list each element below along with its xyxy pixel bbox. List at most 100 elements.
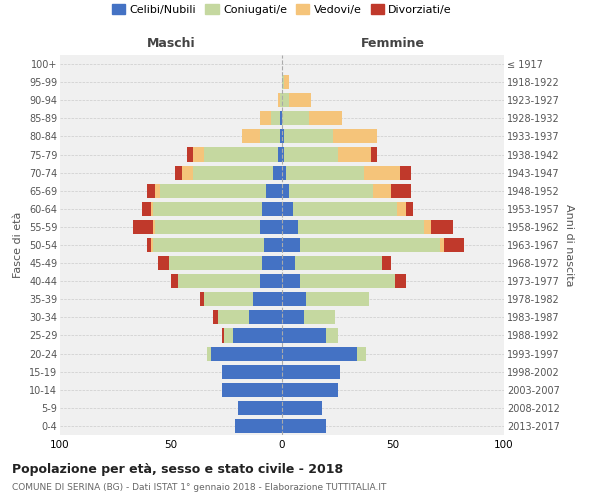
Bar [262, 256, 282, 270]
Bar [282, 364, 340, 378]
Bar [233, 328, 282, 342]
Bar [282, 419, 326, 433]
Bar [280, 93, 282, 108]
Bar [282, 292, 307, 306]
Y-axis label: Anni di nascita: Anni di nascita [563, 204, 574, 286]
Text: COMUNE DI SERINA (BG) - Dati ISTAT 1° gennaio 2018 - Elaborazione TUTTITALIA.IT: COMUNE DI SERINA (BG) - Dati ISTAT 1° ge… [12, 482, 386, 492]
Text: Popolazione per età, sesso e stato civile - 2018: Popolazione per età, sesso e stato civil… [12, 462, 343, 475]
Bar [200, 292, 204, 306]
Bar [204, 292, 253, 306]
Bar [282, 310, 304, 324]
Bar [371, 148, 377, 162]
Bar [278, 93, 280, 108]
Bar [260, 274, 282, 288]
Bar [206, 346, 211, 360]
Bar [151, 238, 153, 252]
Bar [242, 130, 260, 143]
Y-axis label: Fasce di età: Fasce di età [13, 212, 23, 278]
Bar [282, 75, 284, 89]
Bar [222, 364, 282, 378]
Bar [178, 274, 260, 288]
Bar [282, 401, 322, 415]
Bar [146, 238, 151, 252]
Bar [282, 148, 284, 162]
Bar [171, 274, 178, 288]
Bar [289, 93, 311, 108]
Bar [153, 238, 264, 252]
Bar [224, 328, 233, 342]
Bar [280, 130, 282, 143]
Bar [153, 220, 155, 234]
Bar [382, 256, 391, 270]
Bar [282, 184, 289, 198]
Bar [262, 202, 282, 216]
Bar [282, 93, 289, 108]
Bar [142, 202, 151, 216]
Bar [282, 130, 284, 143]
Bar [395, 274, 406, 288]
Bar [133, 220, 153, 234]
Legend: Celibi/Nubili, Coniugati/e, Vedovi/e, Divorziati/e: Celibi/Nubili, Coniugati/e, Vedovi/e, Di… [107, 0, 457, 19]
Bar [326, 328, 337, 342]
Bar [151, 202, 153, 216]
Bar [293, 202, 397, 216]
Bar [253, 292, 282, 306]
Bar [289, 184, 373, 198]
Bar [222, 382, 282, 397]
Bar [193, 166, 273, 179]
Bar [146, 184, 155, 198]
Text: Maschi: Maschi [146, 36, 196, 50]
Bar [282, 274, 300, 288]
Bar [155, 220, 260, 234]
Bar [406, 202, 413, 216]
Bar [211, 346, 282, 360]
Bar [373, 184, 391, 198]
Bar [249, 310, 282, 324]
Bar [155, 184, 160, 198]
Bar [213, 310, 218, 324]
Bar [187, 148, 193, 162]
Bar [358, 346, 367, 360]
Bar [273, 166, 282, 179]
Bar [333, 130, 377, 143]
Bar [175, 166, 182, 179]
Bar [282, 382, 337, 397]
Bar [160, 184, 266, 198]
Bar [397, 202, 406, 216]
Bar [169, 256, 262, 270]
Bar [278, 148, 282, 162]
Bar [308, 112, 342, 126]
Bar [286, 166, 364, 179]
Bar [193, 148, 204, 162]
Bar [282, 166, 286, 179]
Bar [218, 310, 249, 324]
Bar [222, 328, 224, 342]
Bar [282, 202, 293, 216]
Bar [295, 256, 382, 270]
Bar [337, 148, 371, 162]
Bar [235, 419, 282, 433]
Bar [284, 130, 333, 143]
Bar [153, 202, 262, 216]
Bar [304, 310, 335, 324]
Bar [260, 220, 282, 234]
Bar [400, 166, 411, 179]
Bar [264, 238, 282, 252]
Bar [444, 238, 464, 252]
Bar [364, 166, 400, 179]
Bar [260, 112, 271, 126]
Bar [431, 220, 453, 234]
Bar [424, 220, 431, 234]
Bar [266, 184, 282, 198]
Bar [298, 220, 424, 234]
Bar [307, 292, 368, 306]
Bar [282, 328, 326, 342]
Bar [158, 256, 169, 270]
Bar [204, 148, 278, 162]
Bar [300, 238, 440, 252]
Bar [282, 256, 295, 270]
Bar [282, 346, 358, 360]
Bar [282, 220, 298, 234]
Bar [282, 112, 308, 126]
Bar [440, 238, 444, 252]
